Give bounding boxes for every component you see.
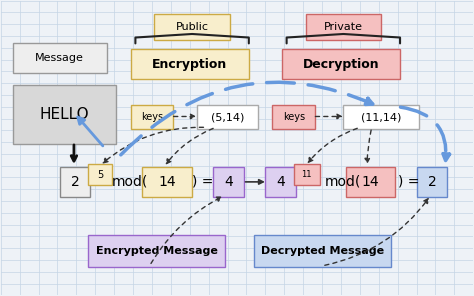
- Text: (11,14): (11,14): [361, 112, 401, 122]
- FancyBboxPatch shape: [343, 105, 419, 129]
- Text: 2: 2: [71, 175, 80, 189]
- Text: Message: Message: [36, 53, 84, 63]
- FancyBboxPatch shape: [213, 167, 244, 197]
- Text: ) =: ) =: [398, 175, 419, 189]
- Text: mod(: mod(: [112, 175, 148, 189]
- Text: Encrypted Message: Encrypted Message: [96, 246, 218, 256]
- FancyBboxPatch shape: [131, 49, 249, 79]
- FancyBboxPatch shape: [60, 167, 91, 197]
- Text: keys: keys: [283, 112, 305, 122]
- FancyBboxPatch shape: [155, 14, 230, 41]
- Text: mod(: mod(: [324, 175, 361, 189]
- FancyBboxPatch shape: [88, 164, 112, 185]
- Text: 4: 4: [224, 175, 233, 189]
- Text: 14: 14: [158, 175, 176, 189]
- FancyBboxPatch shape: [131, 105, 173, 129]
- FancyBboxPatch shape: [417, 167, 447, 197]
- Text: 4: 4: [276, 175, 285, 189]
- FancyBboxPatch shape: [12, 85, 117, 144]
- FancyBboxPatch shape: [254, 235, 391, 267]
- Text: 5: 5: [97, 170, 103, 179]
- FancyBboxPatch shape: [143, 167, 192, 197]
- Text: ) =: ) =: [192, 175, 213, 189]
- Text: keys: keys: [141, 112, 163, 122]
- Text: Public: Public: [175, 22, 209, 32]
- Text: Encryption: Encryption: [152, 57, 228, 70]
- Text: Decryption: Decryption: [303, 57, 379, 70]
- FancyBboxPatch shape: [346, 167, 395, 197]
- FancyBboxPatch shape: [282, 49, 400, 79]
- Text: 14: 14: [362, 175, 379, 189]
- FancyBboxPatch shape: [294, 164, 319, 185]
- Text: (5,14): (5,14): [211, 112, 244, 122]
- Text: Decrypted Message: Decrypted Message: [261, 246, 383, 256]
- FancyBboxPatch shape: [197, 105, 258, 129]
- FancyBboxPatch shape: [12, 44, 107, 73]
- Text: Private: Private: [324, 22, 363, 32]
- FancyBboxPatch shape: [273, 105, 315, 129]
- Text: 2: 2: [428, 175, 437, 189]
- FancyBboxPatch shape: [265, 167, 296, 197]
- FancyBboxPatch shape: [306, 14, 381, 41]
- Text: 11: 11: [301, 170, 312, 179]
- FancyBboxPatch shape: [88, 235, 225, 267]
- Text: HELLO: HELLO: [40, 107, 89, 122]
